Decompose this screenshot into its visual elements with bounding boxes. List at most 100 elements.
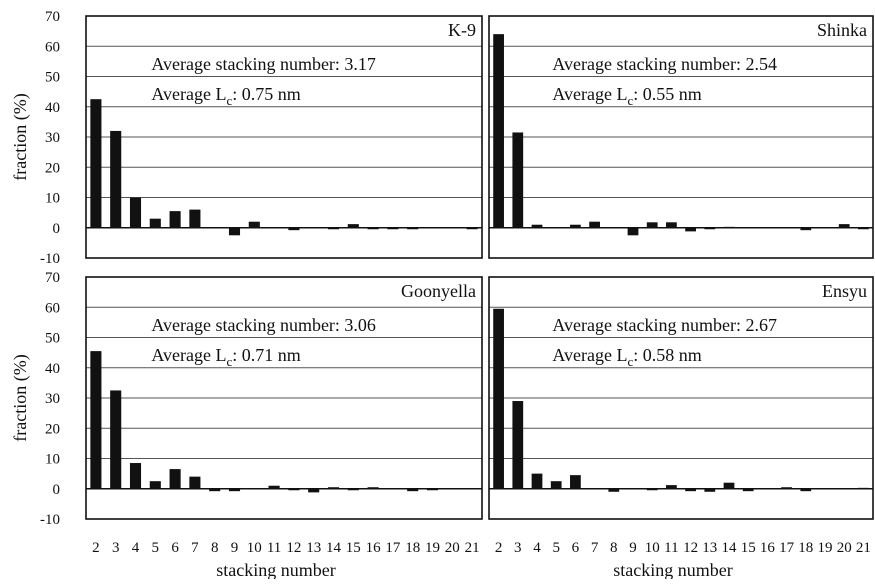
panel-3-bar <box>149 481 161 489</box>
panel-1-ytick-label: 20 <box>45 160 60 176</box>
panel-1-ytick-label: 30 <box>45 130 60 146</box>
panel-3-ytick-label: -10 <box>40 512 60 528</box>
panel-3-bar <box>268 485 280 489</box>
panel-2-bar <box>493 34 504 228</box>
panel-1-bar <box>327 227 340 230</box>
panel-3-bar <box>228 488 241 492</box>
panel-4-bar <box>550 481 562 489</box>
panel-2-bar <box>627 227 639 236</box>
panel-2-annotation-2: Average Lc: 0.55 nm <box>552 84 701 108</box>
panel-3-xtick-label: 14 <box>326 540 342 556</box>
panel-1-ytick-label: 70 <box>45 9 60 25</box>
panel-3-annotation-2: Average Lc: 0.71 nm <box>151 345 300 369</box>
panel-4-xtick-label: 9 <box>629 540 637 556</box>
panel-3-xtick-label: 18 <box>405 540 420 556</box>
panel-4-annotation-1: Average stacking number: 2.67 <box>552 315 777 335</box>
panel-4-annotation-2: Average Lc: 0.58 nm <box>552 345 701 369</box>
panel-1-bar <box>466 227 478 230</box>
panel-3-xtick-label: 4 <box>132 540 140 556</box>
panel-3-xtick-label: 21 <box>465 540 480 556</box>
panel-3-bar <box>327 487 340 489</box>
panel-3-ytick-label: 30 <box>45 391 60 407</box>
panel-3-ytick-label: 70 <box>45 270 60 286</box>
panel-1-bar <box>347 224 359 228</box>
panel-1-bar <box>228 227 241 236</box>
panel-4-bar <box>608 488 620 492</box>
panel-4-bar <box>512 401 524 489</box>
panel-3-xtick-label: 20 <box>445 540 460 556</box>
panel-4-bar <box>685 488 696 492</box>
panel-3-xtick-label: 12 <box>286 540 301 556</box>
panel-3-xtick-label: 6 <box>171 540 179 556</box>
panel-3-xtick-label: 9 <box>231 540 239 556</box>
panel-3-bar <box>407 488 419 492</box>
panel-4-bar <box>704 488 716 492</box>
panel-3-frame <box>85 276 483 520</box>
panel-4-bar <box>570 475 581 489</box>
panel-3-bar <box>308 488 320 493</box>
panel-3-xtick-label: 15 <box>346 540 361 556</box>
panel-4-bar <box>781 487 792 489</box>
panel-2-annotation-1: Average stacking number: 2.54 <box>552 54 777 74</box>
panel-1-bar <box>407 227 419 230</box>
panel-4-xtick-label: 12 <box>683 540 698 556</box>
panel-1-ytick-label: 10 <box>45 191 60 207</box>
panel-4-bar <box>858 487 869 490</box>
panel-4-bar <box>742 488 754 492</box>
panel-3-bar <box>347 488 359 491</box>
panel-4-xtick-label: 16 <box>760 540 776 556</box>
panel-4-label: Ensyu <box>822 281 867 301</box>
panel-1-label: K-9 <box>448 20 476 40</box>
panel-3-bar <box>288 488 300 491</box>
panel-4-xtick-label: 17 <box>779 540 795 556</box>
panel-1-bar <box>110 130 122 228</box>
panel-4-bar <box>800 488 812 492</box>
panel-2-bar <box>666 222 677 228</box>
panel-3-xtick-label: 17 <box>385 540 401 556</box>
panel-2-frame <box>488 15 874 259</box>
panel-4-xtick-label: 14 <box>722 540 738 556</box>
panel-4-frame <box>488 276 874 520</box>
panel-3-annotation-1: Average stacking number: 3.06 <box>151 315 376 335</box>
panel-1-bar <box>149 218 161 228</box>
panel-3-ylabel: fraction (%) <box>10 354 31 441</box>
panel-3-bar <box>189 476 201 489</box>
panel-1-bar <box>90 99 102 228</box>
panel-3-label: Goonyella <box>401 281 476 301</box>
panel-4-bar <box>723 482 735 489</box>
panel-4-xtick-label: 10 <box>645 540 660 556</box>
panel-3-xtick-label: 7 <box>191 540 199 556</box>
panel-3-xtick-label: 5 <box>152 540 160 556</box>
panel-1-annotation-2: Average Lc: 0.75 nm <box>151 84 300 108</box>
panel-4-xtick-label: 8 <box>610 540 618 556</box>
panel-3-xlabel: stacking number <box>216 560 335 579</box>
panel-4-xtick-label: 6 <box>572 540 580 556</box>
panel-2-bar <box>723 226 735 229</box>
panel-3-ytick-label: 0 <box>53 482 61 498</box>
panel-2-label: Shinka <box>817 20 867 40</box>
panel-2-bar <box>685 227 696 232</box>
panel-1-bar <box>129 197 142 228</box>
panel-4-xtick-label: 3 <box>514 540 522 556</box>
panel-3-xtick-label: 8 <box>211 540 219 556</box>
panel-1-bar <box>288 227 300 231</box>
panel-3-xtick-label: 19 <box>425 540 440 556</box>
panel-4-xtick-label: 7 <box>591 540 599 556</box>
panel-4-xtick-label: 4 <box>533 540 541 556</box>
panel-2-bar <box>800 227 812 231</box>
panel-1-bar <box>387 227 399 230</box>
panel-3-xtick-label: 3 <box>112 540 120 556</box>
panel-1-ytick-label: 50 <box>45 70 60 86</box>
panel-4-xtick-label: 20 <box>837 540 852 556</box>
panel-3-ytick-label: 20 <box>45 421 60 437</box>
panel-1-ytick-label: -10 <box>40 251 60 267</box>
panel-2-bar <box>531 224 543 228</box>
panel-4-bar <box>646 488 658 491</box>
panel-3-xtick-label: 10 <box>247 540 262 556</box>
panel-3-ytick-label: 40 <box>45 361 60 377</box>
panel-3-bar <box>169 469 181 489</box>
panel-1-ytick-label: 60 <box>45 39 60 55</box>
panel-2-bar <box>858 227 869 230</box>
panel-4-xtick-label: 19 <box>818 540 833 556</box>
